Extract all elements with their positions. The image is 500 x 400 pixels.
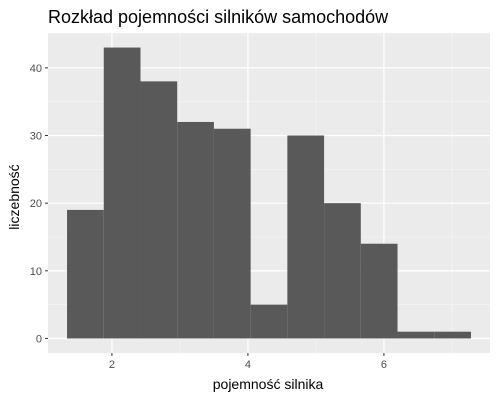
x-tick-label: 6 [381,359,387,371]
histogram-bar [434,331,471,339]
x-axis-ticks: 2 4 6 [109,353,387,371]
y-tick-label: 0 [36,333,42,345]
histogram-bar [360,243,398,339]
histogram-bar [287,135,325,339]
y-tick-label: 10 [30,266,42,278]
x-axis-title: pojemność silnika [213,376,324,392]
histogram-bar [250,304,288,339]
histogram-bar [213,128,251,339]
x-tick-label: 4 [245,359,251,371]
y-axis-title: liczebność [6,164,22,229]
histogram-bar [67,209,104,339]
histogram-bar [397,331,435,339]
y-tick-label: 20 [30,198,42,210]
y-tick-label: 30 [30,130,42,142]
y-axis-ticks: 0 10 20 30 40 [30,63,48,345]
histogram-bar [103,47,141,339]
chart-title: Rozkład pojemności silników samochodów [48,7,389,27]
histogram-bar [140,81,178,339]
y-tick-label: 40 [30,63,42,75]
histogram-bar [324,203,361,339]
histogram-bars [67,47,471,339]
histogram-bar [177,121,214,339]
x-tick-label: 2 [109,359,115,371]
